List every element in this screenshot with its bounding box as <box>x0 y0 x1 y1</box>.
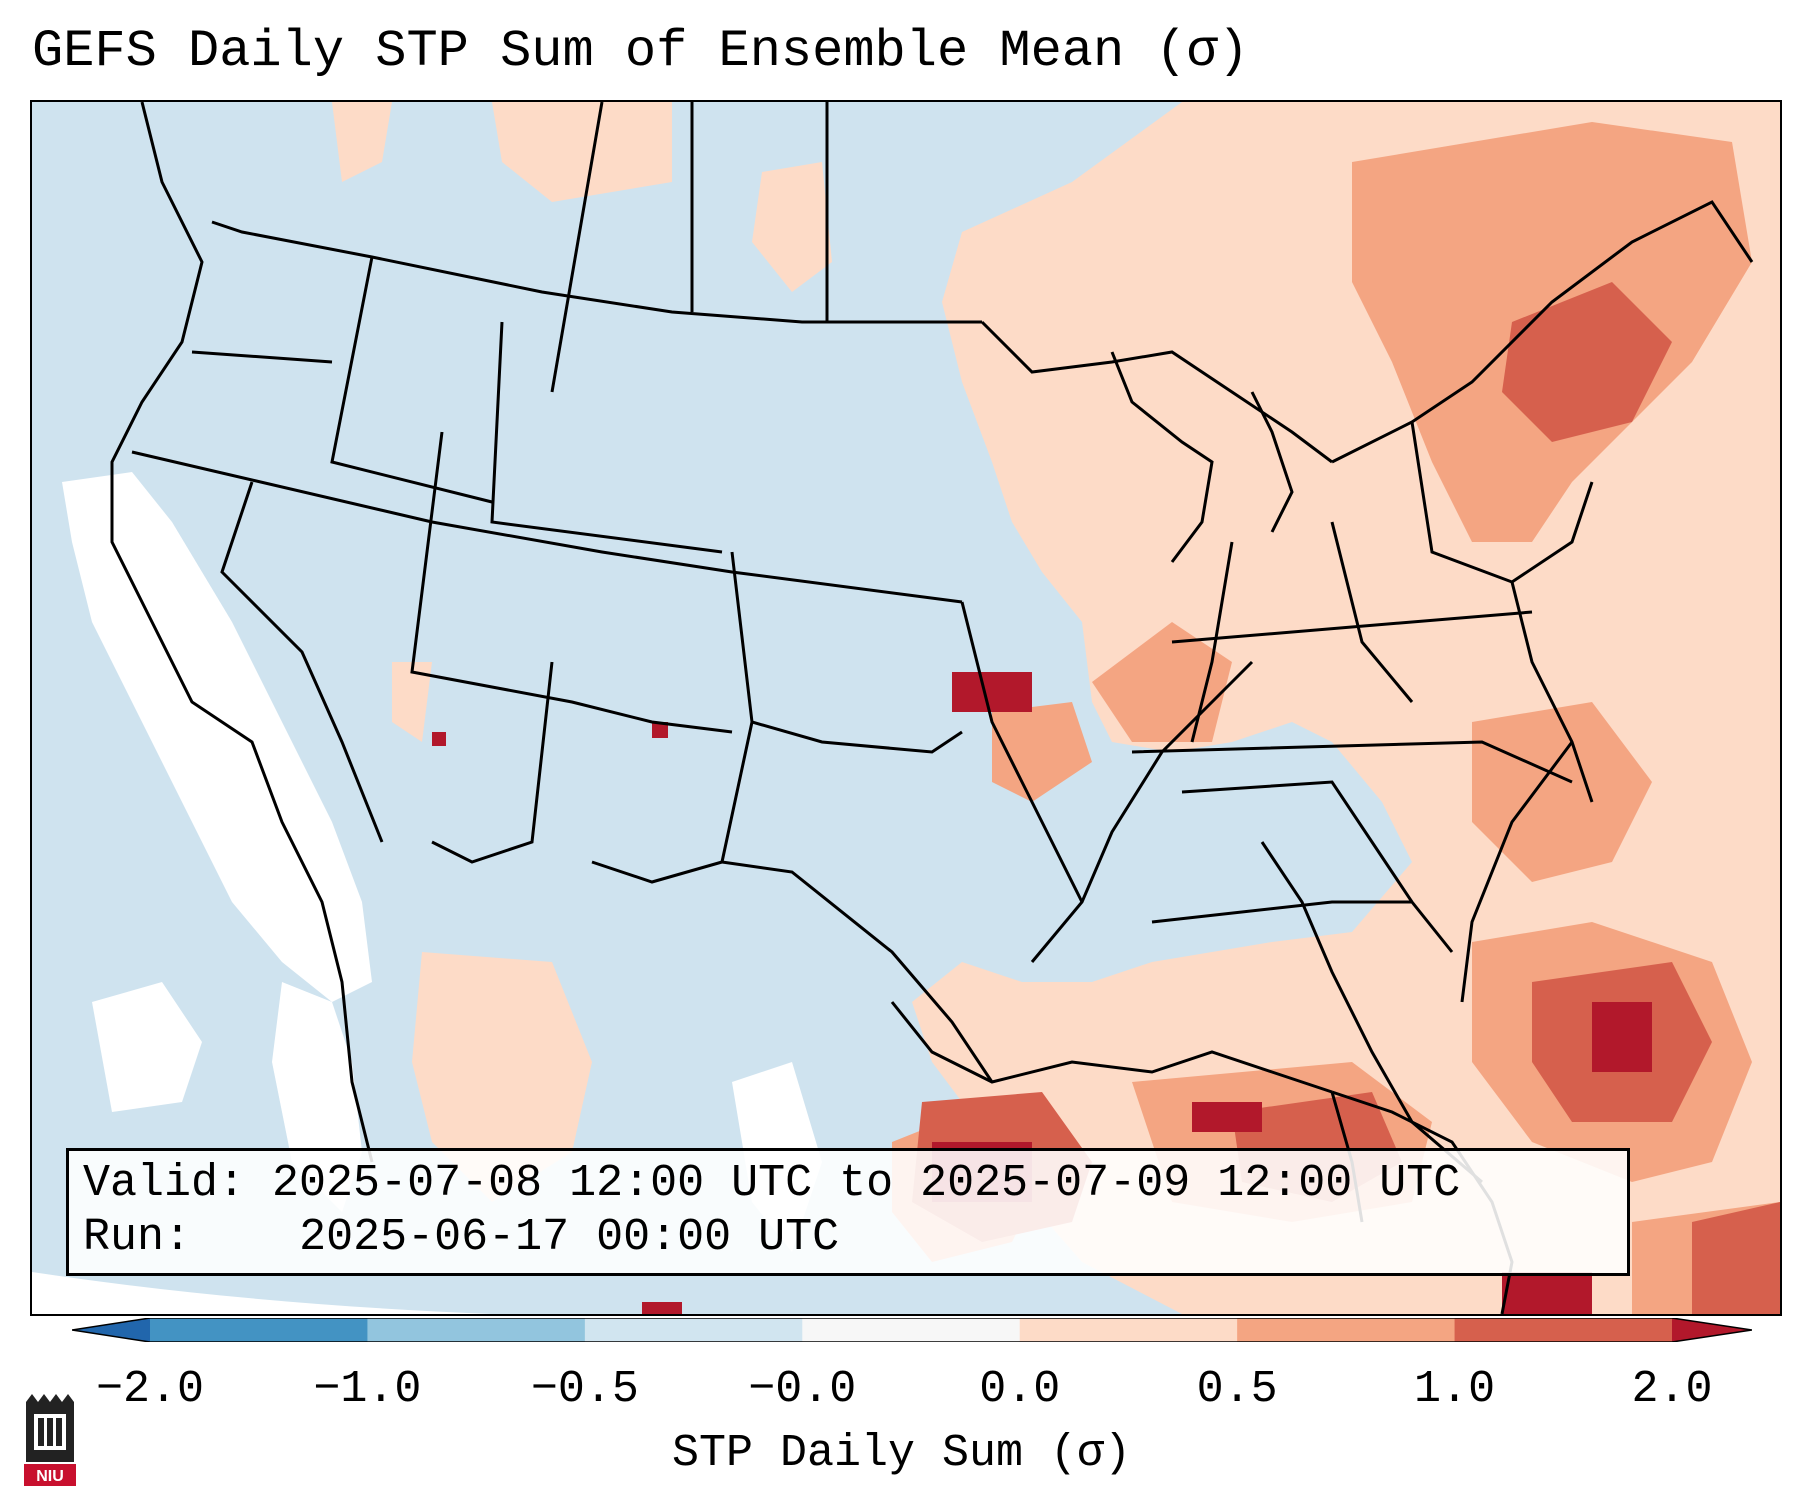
run-label: Run: <box>83 1212 192 1263</box>
colorbar-tick-label: 0.0 <box>979 1364 1061 1415</box>
colorbar-segment <box>1454 1318 1673 1342</box>
colorbar-segment <box>802 1318 1021 1342</box>
colorbar-tick-label: −0.0 <box>748 1364 857 1415</box>
colorbar-tick-label: 0.5 <box>1196 1364 1278 1415</box>
stp-map-canvas <box>32 102 1780 1314</box>
colorbar-segment <box>1019 1318 1238 1342</box>
colorbar-segment <box>150 1318 368 1342</box>
colorbar-segment <box>584 1318 803 1342</box>
map-panel <box>30 100 1782 1316</box>
valid-run-info-box: Valid: 2025-07-08 12:00 UTC to 2025-07-0… <box>66 1148 1630 1276</box>
run-value: 2025-06-17 00:00 UTC <box>299 1212 840 1263</box>
colorbar <box>72 1318 1752 1342</box>
colorbar-tick-label: 2.0 <box>1631 1364 1713 1415</box>
valid-value: 2025-07-08 12:00 UTC to 2025-07-09 12:00… <box>272 1158 1461 1209</box>
colorbar-tick-label: −1.0 <box>313 1364 422 1415</box>
colorbar-tick-label: −2.0 <box>95 1364 205 1415</box>
map-title: GEFS Daily STP Sum of Ensemble Mean (σ) <box>32 22 1249 81</box>
colorbar-tick-label: 1.0 <box>1414 1364 1496 1415</box>
colorbar-over-triangle <box>1672 1318 1752 1342</box>
colorbar-tick-label: −0.5 <box>530 1364 639 1415</box>
niu-castle-logo-icon: NIU <box>20 1392 80 1493</box>
logo-text: NIU <box>36 1468 64 1485</box>
colorbar-segment <box>367 1318 586 1342</box>
valid-label: Valid: <box>83 1158 246 1209</box>
colorbar-label: STP Daily Sum (σ) <box>671 1428 1132 1479</box>
colorbar-under-triangle <box>72 1318 150 1342</box>
colorbar-segment <box>1237 1318 1456 1342</box>
state-boundaries <box>110 102 1754 1223</box>
